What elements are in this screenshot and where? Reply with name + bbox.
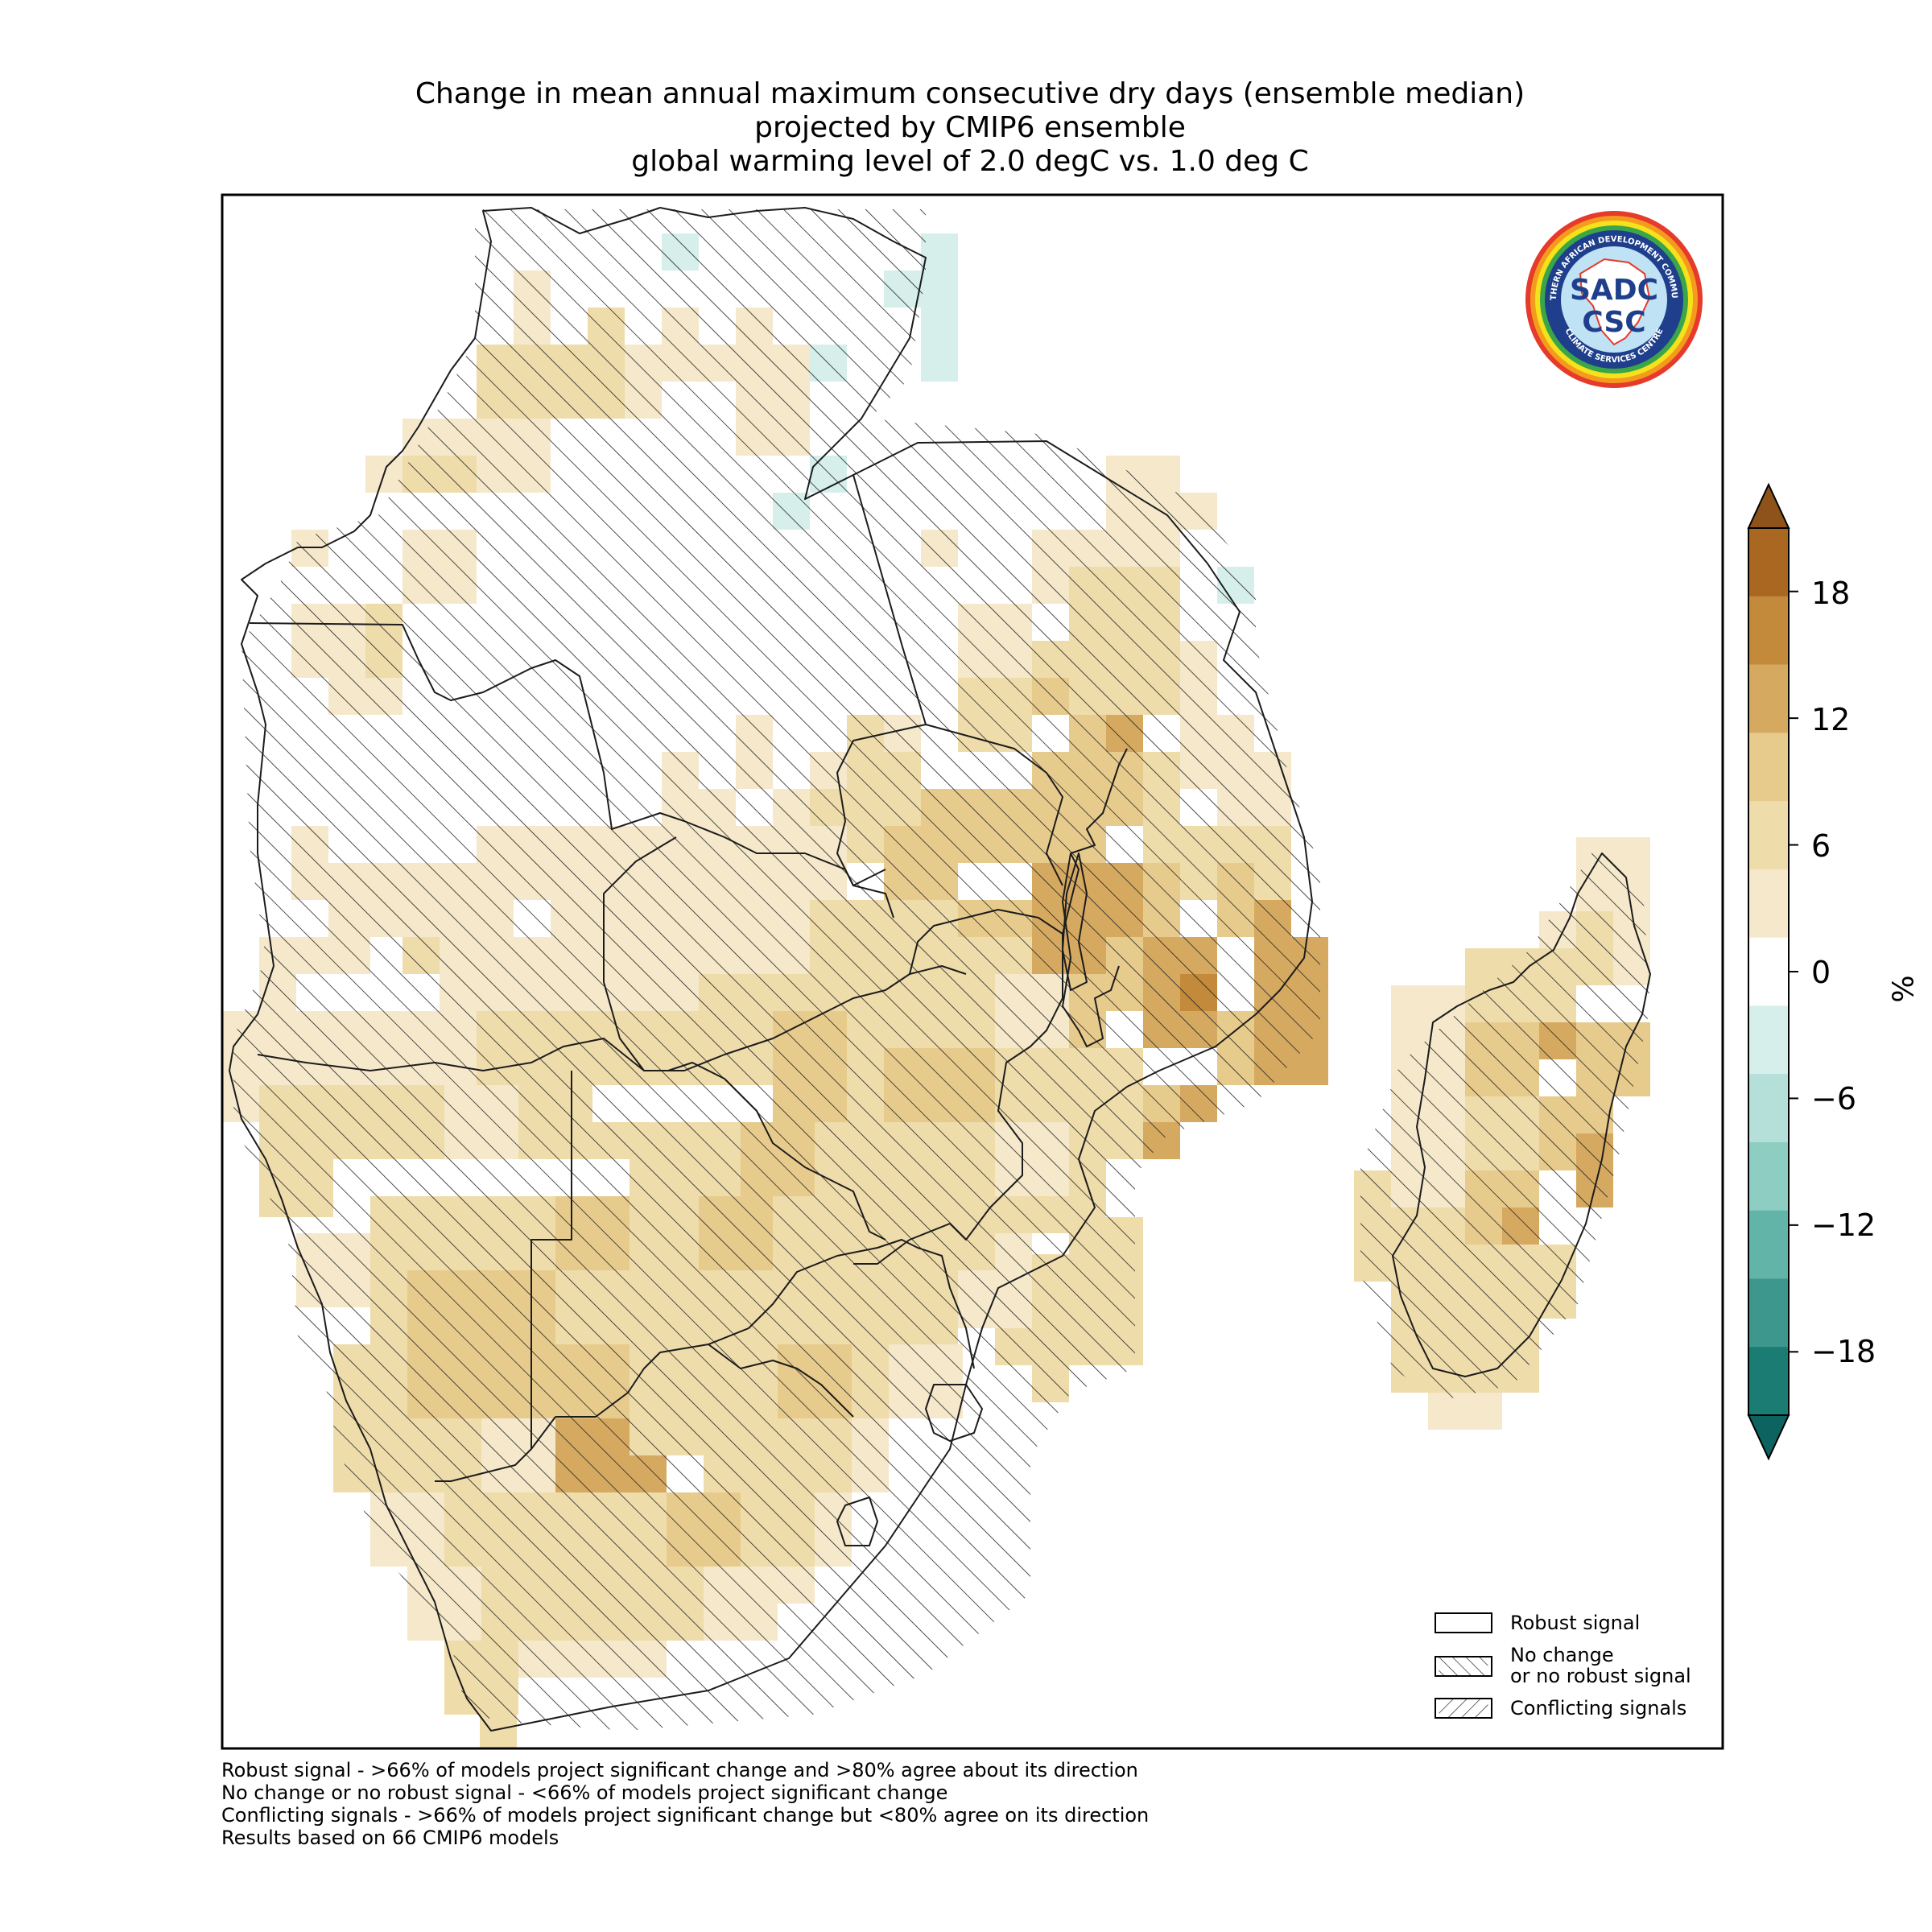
colorbar-extend-max xyxy=(1747,482,1790,529)
country-border xyxy=(852,474,1063,886)
colorbar-tick-label: 12 xyxy=(1811,702,1851,737)
colorbar xyxy=(1747,482,1798,1461)
map-outlines xyxy=(229,207,1651,1732)
eswatini-border xyxy=(836,1496,878,1546)
footnotes: Robust signal - >66% of models project s… xyxy=(221,1759,1149,1849)
title-line-3: global warming level of 2.0 degC vs. 1.0… xyxy=(631,145,1309,178)
legend-swatch-robust xyxy=(1435,1612,1492,1633)
lesotho-border xyxy=(925,1384,983,1442)
country-border xyxy=(853,909,1063,1265)
colorbar-tick-label: 6 xyxy=(1811,828,1831,864)
grid-cell xyxy=(921,308,958,382)
colorbar-bin xyxy=(1748,1005,1789,1075)
country-border xyxy=(836,724,927,919)
lake-outline xyxy=(1062,852,1088,991)
colorbar-tick-label: −12 xyxy=(1811,1208,1876,1243)
colorbar-bin xyxy=(1748,1347,1789,1416)
colorbar-bin xyxy=(1748,1278,1789,1348)
country-border xyxy=(555,1239,975,1418)
colorbar-bin xyxy=(1748,596,1789,666)
country-border xyxy=(644,965,967,1071)
colorbar-tick-label: 18 xyxy=(1811,576,1851,611)
country-border xyxy=(530,1071,572,1450)
sadc-csc-logo: SADC CSC SOUTHERN AFRICAN DEVELOPMENT CO… xyxy=(1524,209,1703,388)
coastline-madagascar xyxy=(1392,852,1651,1377)
colorbar-bin xyxy=(1748,1141,1789,1212)
footnote-line: No change or no robust signal - <66% of … xyxy=(221,1781,948,1804)
figure-title: Change in mean annual maximum consecutiv… xyxy=(217,77,1723,179)
colorbar-unit-label: % xyxy=(1887,975,1921,1003)
colorbar-bin xyxy=(1748,528,1789,597)
country-border xyxy=(249,622,886,886)
country-border xyxy=(708,1344,854,1418)
legend-item-robust: Robust signal xyxy=(1435,1612,1691,1633)
legend-label-no-change: No change or no robust signal xyxy=(1510,1644,1691,1687)
colorbar-bin xyxy=(1748,733,1789,802)
logo-center-top: SADC xyxy=(1570,274,1658,307)
colorbar-bin xyxy=(1748,664,1789,733)
country-border xyxy=(1062,852,1120,1047)
legend-swatch-conflicting xyxy=(1435,1698,1492,1719)
map-frame xyxy=(221,193,1724,1750)
grid-cell xyxy=(921,233,958,270)
colorbar-bin xyxy=(1748,869,1789,939)
coastline-mainland xyxy=(229,207,1313,1732)
title-line-2: projected by CMIP6 ensemble xyxy=(754,111,1186,144)
country-border xyxy=(603,836,677,1071)
footnote-line: Conflicting signals - >66% of models pro… xyxy=(221,1804,1150,1827)
footnote-line: Robust signal - >66% of models project s… xyxy=(221,1759,1138,1781)
country-border xyxy=(435,1448,532,1482)
colorbar-bin xyxy=(1748,937,1789,1006)
colorbar-tick-label: −6 xyxy=(1811,1081,1857,1117)
country-border xyxy=(1062,748,1128,935)
hatch-overlay xyxy=(233,209,1650,1731)
legend-swatch-no-change xyxy=(1435,1656,1492,1677)
logo-center-bottom: CSC xyxy=(1582,306,1645,339)
colorbar-extend-min xyxy=(1747,1414,1790,1461)
legend-label-conflicting: Conflicting signals xyxy=(1510,1697,1687,1719)
legend-label-robust: Robust signal xyxy=(1510,1612,1641,1634)
colorbar-tick-label: 0 xyxy=(1811,955,1831,990)
footnote-line: Results based on 66 CMIP6 models xyxy=(221,1827,559,1849)
colorbar-bin xyxy=(1748,1210,1789,1279)
hatch-region-mainland xyxy=(233,209,1320,1731)
hatch-legend: Robust signal No change or no robust sig… xyxy=(1435,1612,1691,1730)
legend-item-no-change: No change or no robust signal xyxy=(1435,1645,1691,1686)
colorbar-bin xyxy=(1748,1074,1789,1143)
africa-map-icon xyxy=(1579,258,1651,346)
title-line-1: Change in mean annual maximum consecutiv… xyxy=(415,77,1525,110)
hatch-region-madagascar xyxy=(1360,837,1650,1401)
colorbar-tick-label: −18 xyxy=(1811,1334,1876,1369)
map-area xyxy=(222,195,1723,1748)
legend-item-conflicting: Conflicting signals xyxy=(1435,1698,1691,1719)
colorbar-bin xyxy=(1748,801,1789,870)
